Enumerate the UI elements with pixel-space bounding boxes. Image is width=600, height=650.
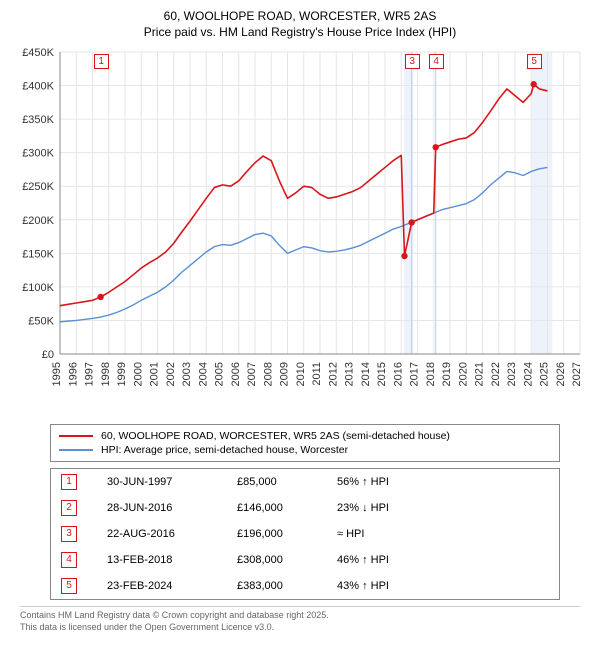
legend-swatch [59,435,93,437]
event-price: £85,000 [237,477,337,488]
event-badge: 1 [61,474,77,490]
svg-text:2014: 2014 [360,362,372,386]
line-chart: £0 £50K £100K £150K £200K £250K £300K £350K £400… [10,44,590,414]
svg-text:£50K: £50K [28,316,54,328]
svg-text:2009: 2009 [279,362,291,386]
svg-text:£100K: £100K [22,282,54,294]
svg-text:1998: 1998 [100,362,112,386]
event-row: 1 30-JUN-1997£85,00056% ↑ HPI [51,469,559,495]
event-price: £308,000 [237,555,337,566]
legend-label: HPI: Average price, semi-detached house,… [101,444,348,456]
legend-swatch [59,449,93,451]
event-date: 28-JUN-2016 [107,503,237,514]
svg-text:2007: 2007 [246,362,258,386]
svg-text:1995: 1995 [51,362,63,386]
event-row: 5 23-FEB-2024£383,00043% ↑ HPI [51,573,559,599]
event-date: 23-FEB-2024 [107,581,237,592]
svg-text:2003: 2003 [181,362,193,386]
svg-text:2020: 2020 [457,362,469,386]
legend-item: 60, WOOLHOPE ROAD, WORCESTER, WR5 2AS (s… [59,429,551,443]
event-badge: 2 [61,500,77,516]
event-row: 2 28-JUN-2016£146,00023% ↓ HPI [51,495,559,521]
event-pct: 43% ↑ HPI [337,581,457,592]
svg-text:2006: 2006 [230,362,242,386]
svg-text:£300K: £300K [22,148,54,160]
event-price: £383,000 [237,581,337,592]
svg-text:2013: 2013 [344,362,356,386]
footer-line1: Contains HM Land Registry data © Crown c… [20,610,580,621]
event-pct: 56% ↑ HPI [337,477,457,488]
svg-text:1997: 1997 [84,362,96,386]
svg-text:£0: £0 [42,349,54,361]
svg-text:2026: 2026 [555,362,567,386]
event-date: 30-JUN-1997 [107,477,237,488]
svg-text:£150K: £150K [22,249,54,261]
svg-text:2018: 2018 [425,362,437,386]
event-badge: 5 [61,578,77,594]
svg-text:£250K: £250K [22,182,54,194]
footer-line2: This data is licensed under the Open Gov… [20,622,580,633]
chart-marker-badge: 3 [405,54,420,69]
event-date: 22-AUG-2016 [107,529,237,540]
svg-text:2002: 2002 [165,362,177,386]
event-badge: 4 [61,552,77,568]
event-price: £146,000 [237,503,337,514]
svg-text:2027: 2027 [571,362,583,386]
svg-text:2025: 2025 [539,362,551,386]
svg-text:2021: 2021 [474,362,486,386]
title-line1: 60, WOOLHOPE ROAD, WORCESTER, WR5 2AS [10,8,590,24]
legend-label: 60, WOOLHOPE ROAD, WORCESTER, WR5 2AS (s… [101,430,450,442]
svg-text:2001: 2001 [149,362,161,386]
svg-text:2022: 2022 [490,362,502,386]
legend: 60, WOOLHOPE ROAD, WORCESTER, WR5 2AS (s… [50,424,560,462]
chart-marker-badge: 1 [94,54,109,69]
svg-text:1999: 1999 [116,362,128,386]
svg-text:2010: 2010 [295,362,307,386]
chart-title: 60, WOOLHOPE ROAD, WORCESTER, WR5 2AS Pr… [10,8,590,40]
svg-text:2000: 2000 [132,362,144,386]
svg-text:2017: 2017 [409,362,421,386]
chart-marker-badge: 4 [429,54,444,69]
event-price: £196,000 [237,529,337,540]
svg-text:2016: 2016 [392,362,404,386]
event-badge: 3 [61,526,77,542]
footer-attribution: Contains HM Land Registry data © Crown c… [20,606,580,633]
svg-text:2024: 2024 [522,362,534,386]
svg-text:2012: 2012 [327,362,339,386]
svg-text:2023: 2023 [506,362,518,386]
svg-text:2019: 2019 [441,362,453,386]
svg-text:2015: 2015 [376,362,388,386]
svg-text:£350K: £350K [22,114,54,126]
svg-text:2011: 2011 [311,362,323,386]
svg-text:£200K: £200K [22,215,54,227]
chart-marker-badge: 5 [527,54,542,69]
event-date: 13-FEB-2018 [107,555,237,566]
event-pct: ≈ HPI [337,529,457,540]
title-line2: Price paid vs. HM Land Registry's House … [10,24,590,40]
svg-text:1996: 1996 [67,362,79,386]
svg-text:£450K: £450K [22,47,54,59]
svg-text:2005: 2005 [214,362,226,386]
svg-text:2004: 2004 [197,362,209,386]
event-row: 3 22-AUG-2016£196,000≈ HPI [51,521,559,547]
chart-area: £0 £50K £100K £150K £200K £250K £300K £350K £400… [10,44,590,414]
svg-text:2008: 2008 [262,362,274,386]
event-pct: 23% ↓ HPI [337,503,457,514]
events-table: 1 30-JUN-1997£85,00056% ↑ HPI 2 28-JUN-2016… [50,468,560,600]
event-pct: 46% ↑ HPI [337,555,457,566]
svg-text:£400K: £400K [22,81,54,93]
event-row: 4 13-FEB-2018£308,00046% ↑ HPI [51,547,559,573]
legend-item: HPI: Average price, semi-detached house,… [59,443,551,457]
